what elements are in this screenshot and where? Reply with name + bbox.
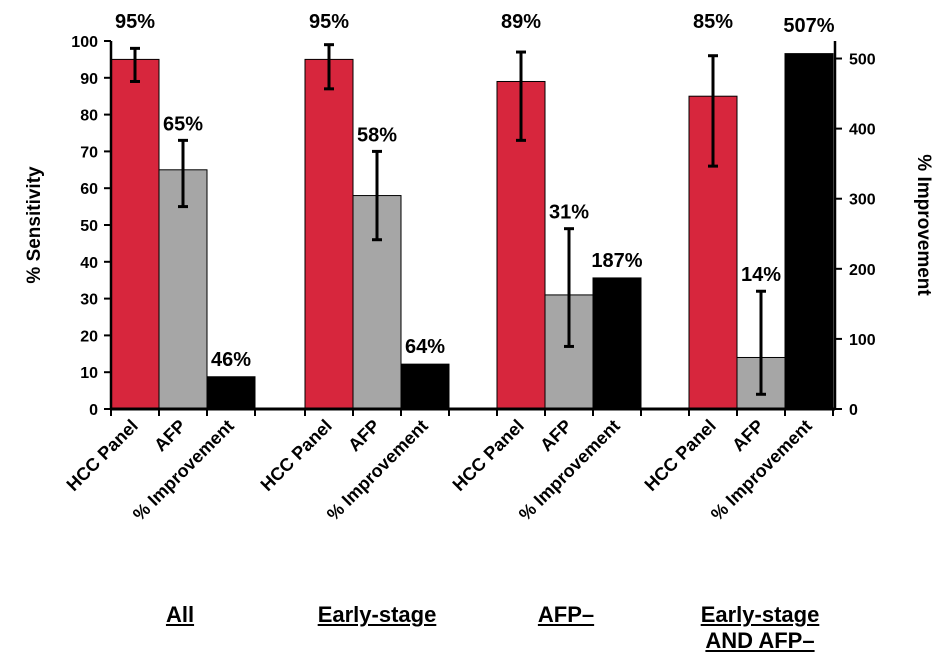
group-label-line: Early-stage bbox=[700, 602, 820, 627]
y-left-tick-label: 0 bbox=[89, 402, 98, 419]
bar-all-hcc-panel bbox=[110, 58, 160, 410]
data-label-early-stage-and-afp-hcc-panel: 85% bbox=[693, 11, 733, 33]
error-bar-all-hcc-panel bbox=[130, 46, 140, 83]
group-label-all: All bbox=[90, 602, 270, 628]
y-left-tick-label: 100 bbox=[71, 34, 98, 51]
data-label-afp-pct-improvement: 187% bbox=[591, 250, 642, 272]
data-label-afp-afp: 31% bbox=[549, 202, 589, 224]
data-label-early-stage-hcc-panel: 95% bbox=[309, 11, 349, 33]
y-left-tick-label: 80 bbox=[80, 108, 98, 125]
group-label-line: Early-stage bbox=[317, 602, 437, 627]
bar-all-pct-improvement bbox=[206, 376, 256, 410]
data-label-early-stage-and-afp-afp: 14% bbox=[741, 264, 781, 286]
bars-layer bbox=[110, 43, 834, 410]
y-left-tick-label: 10 bbox=[80, 365, 98, 382]
y-right-tick-label: 300 bbox=[849, 192, 876, 209]
category-label-afp-hcc-panel: HCC Panel bbox=[449, 416, 528, 495]
bar-afp-pct-improvement bbox=[592, 277, 642, 410]
y-left-tick-label: 40 bbox=[80, 255, 98, 272]
y-right-tick-label: 400 bbox=[849, 122, 876, 139]
error-bar-afp-hcc-panel bbox=[516, 50, 526, 142]
y-left-tick-label: 50 bbox=[80, 218, 98, 235]
data-label-all-pct-improvement: 46% bbox=[211, 349, 251, 371]
bar-early-stage-hcc-panel bbox=[304, 58, 354, 410]
group-label-line: AFP– bbox=[537, 602, 595, 627]
y-right-tick-label: 500 bbox=[849, 52, 876, 69]
category-label-early-stage-and-afp-hcc-panel: HCC Panel bbox=[641, 416, 720, 495]
error-bar-afp-afp bbox=[564, 227, 574, 348]
category-label-early-stage-and-afp-afp: AFP bbox=[728, 416, 768, 456]
category-label-all-hcc-panel: HCC Panel bbox=[63, 416, 142, 495]
error-bar-early-stage-hcc-panel bbox=[324, 43, 334, 91]
group-label-afp: AFP– bbox=[476, 602, 656, 628]
y-right-tick-label: 200 bbox=[849, 262, 876, 279]
y-left-tick-label: 90 bbox=[80, 71, 98, 88]
group-label-early-stage: Early-stage bbox=[287, 602, 467, 628]
y-left-tick-label: 30 bbox=[80, 292, 98, 309]
category-label-all-afp: AFP bbox=[150, 416, 190, 456]
error-bar-early-stage-and-afp-hcc-panel bbox=[708, 54, 718, 168]
error-bar-early-stage-afp bbox=[372, 149, 382, 242]
group-label-line: AND AFP– bbox=[705, 628, 815, 653]
group-label-early-stage-and-afp: Early-stage AND AFP– bbox=[670, 602, 850, 654]
group-label-line: All bbox=[165, 602, 195, 627]
data-label-all-afp: 65% bbox=[163, 113, 203, 135]
category-label-early-stage-afp: AFP bbox=[344, 416, 384, 456]
category-label-afp-afp: AFP bbox=[536, 416, 576, 456]
y-axis-left-title: % Sensitivity bbox=[24, 166, 45, 284]
data-label-early-stage-afp: 58% bbox=[357, 124, 397, 146]
y-right-tick-label: 100 bbox=[849, 332, 876, 349]
data-label-afp-hcc-panel: 89% bbox=[501, 11, 541, 33]
bar-early-stage-and-afp-pct-improvement bbox=[784, 53, 834, 410]
error-bar-all-afp bbox=[178, 138, 188, 209]
data-label-early-stage-and-afp-pct-improvement: 507% bbox=[783, 15, 834, 37]
axes-layer: 0 10 20 30 40 50 60 70 80 90 100 0 100 200 300 400 500 bbox=[71, 34, 876, 419]
y-left-tick-label: 70 bbox=[80, 144, 98, 161]
data-label-early-stage-pct-improvement: 64% bbox=[405, 336, 445, 358]
bar-early-stage-pct-improvement bbox=[400, 363, 450, 410]
y-left-tick-label: 20 bbox=[80, 328, 98, 345]
error-bar-early-stage-and-afp-afp bbox=[756, 289, 766, 396]
category-label-early-stage-hcc-panel: HCC Panel bbox=[257, 416, 336, 495]
data-label-all-hcc-panel: 95% bbox=[115, 11, 155, 33]
y-axis-right-title: % Improvement bbox=[913, 154, 934, 296]
y-left-tick-label: 60 bbox=[80, 181, 98, 198]
y-right-tick-label: 0 bbox=[849, 402, 858, 419]
